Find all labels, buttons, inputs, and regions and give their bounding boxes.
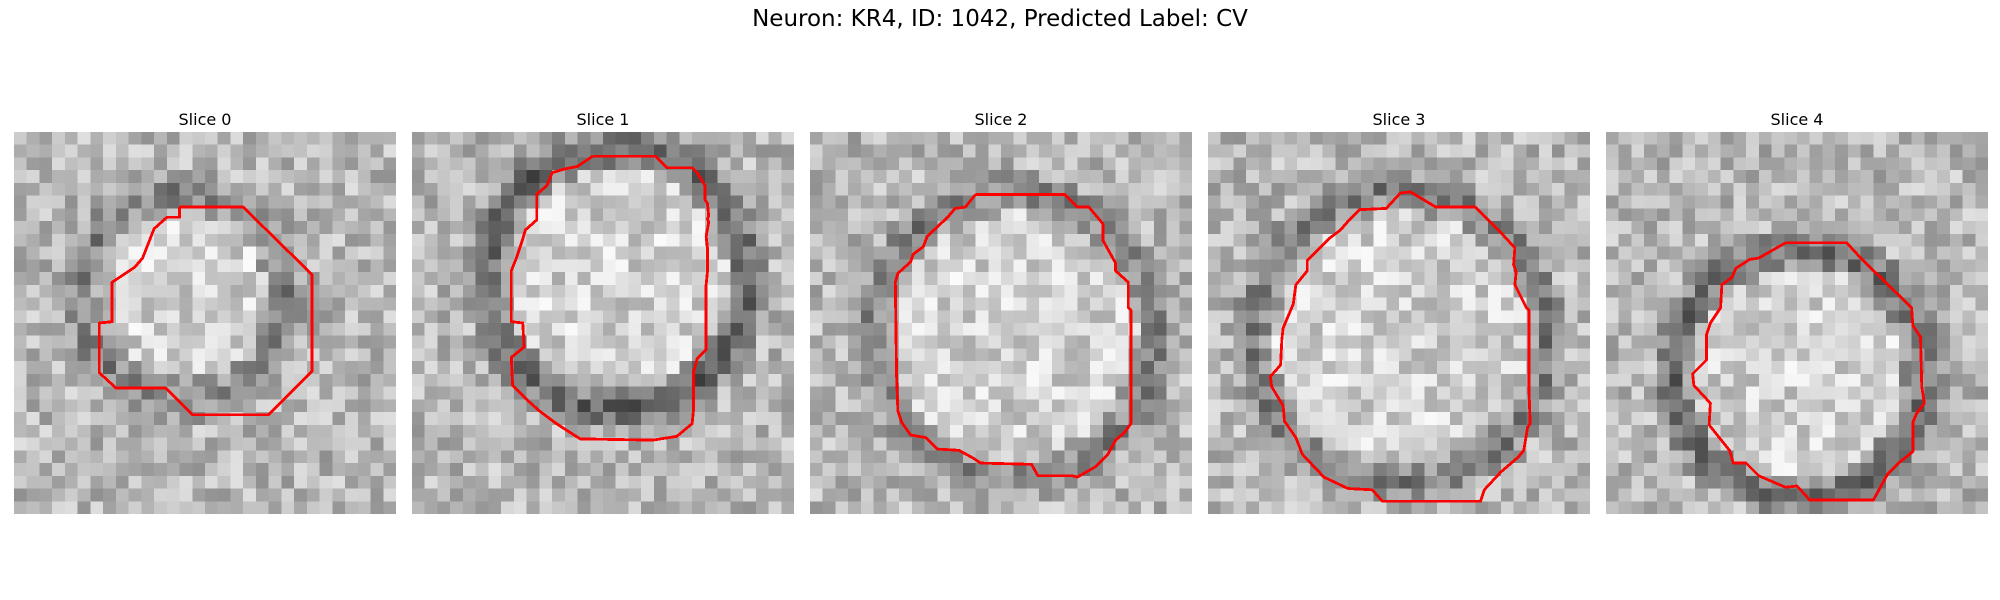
- slice-title: Slice 3: [1372, 110, 1426, 129]
- slice-title: Slice 4: [1770, 110, 1824, 129]
- slice-image-0: [14, 132, 396, 514]
- segmentation-contour: [893, 192, 1133, 479]
- pixel-grid: [1208, 132, 1590, 514]
- segmentation-contour: [509, 154, 711, 442]
- segmentation-contour: [97, 205, 314, 417]
- slice-title: Slice 1: [576, 110, 630, 129]
- slice-image-2: [810, 132, 1192, 514]
- pixel-grid: [1606, 132, 1988, 514]
- slice-panel-3: Slice 3: [1208, 108, 1590, 514]
- slice-title: Slice 0: [178, 110, 232, 129]
- slice-panel-4: Slice 4: [1606, 108, 1988, 514]
- slice-panel-2: Slice 2: [810, 108, 1192, 514]
- slice-title: Slice 2: [974, 110, 1028, 129]
- slice-panel-0: Slice 0: [14, 108, 396, 514]
- slice-panel-1: Slice 1: [412, 108, 794, 514]
- pixel-grid: [412, 132, 794, 514]
- segmentation-contour: [1268, 190, 1532, 503]
- slice-image-1: [412, 132, 794, 514]
- pixel-grid: [14, 132, 396, 514]
- segmentation-contour: [1691, 241, 1926, 502]
- slice-image-4: [1606, 132, 1988, 514]
- slice-image-3: [1208, 132, 1590, 514]
- figure-title: Neuron: KR4, ID: 1042, Predicted Label: …: [752, 6, 1248, 32]
- pixel-grid: [810, 132, 1192, 514]
